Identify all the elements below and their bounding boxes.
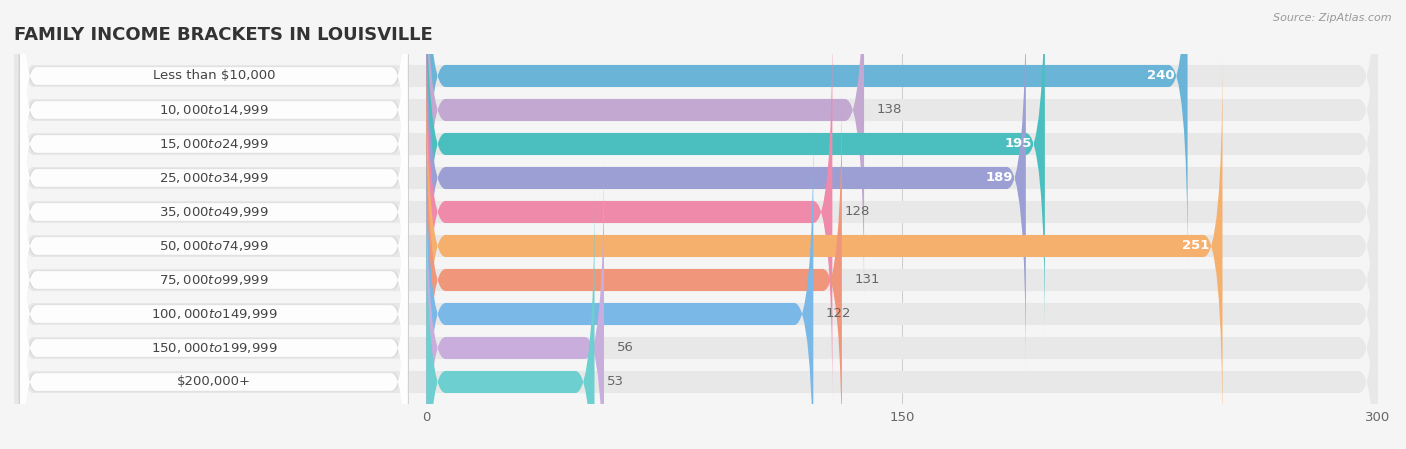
FancyBboxPatch shape (18, 119, 409, 440)
FancyBboxPatch shape (21, 0, 408, 305)
Text: 138: 138 (877, 103, 903, 116)
FancyBboxPatch shape (426, 87, 842, 449)
FancyBboxPatch shape (21, 221, 408, 449)
Text: 195: 195 (1005, 137, 1032, 150)
FancyBboxPatch shape (18, 154, 409, 449)
FancyBboxPatch shape (426, 0, 1026, 371)
FancyBboxPatch shape (426, 0, 1188, 269)
FancyBboxPatch shape (21, 0, 408, 237)
FancyBboxPatch shape (18, 85, 409, 406)
Text: FAMILY INCOME BRACKETS IN LOUISVILLE: FAMILY INCOME BRACKETS IN LOUISVILLE (14, 26, 433, 44)
FancyBboxPatch shape (426, 155, 605, 449)
FancyBboxPatch shape (426, 53, 1222, 439)
FancyBboxPatch shape (14, 87, 1378, 449)
Text: 128: 128 (845, 206, 870, 219)
FancyBboxPatch shape (14, 0, 1378, 303)
FancyBboxPatch shape (18, 221, 409, 449)
FancyBboxPatch shape (14, 0, 1378, 269)
FancyBboxPatch shape (426, 189, 595, 449)
FancyBboxPatch shape (14, 53, 1378, 439)
Text: $35,000 to $49,999: $35,000 to $49,999 (159, 205, 269, 219)
FancyBboxPatch shape (18, 188, 409, 449)
Text: Source: ZipAtlas.com: Source: ZipAtlas.com (1274, 13, 1392, 23)
FancyBboxPatch shape (18, 0, 409, 270)
Text: $50,000 to $74,999: $50,000 to $74,999 (159, 239, 269, 253)
FancyBboxPatch shape (426, 121, 813, 449)
FancyBboxPatch shape (18, 0, 409, 237)
Text: 131: 131 (855, 273, 880, 286)
FancyBboxPatch shape (14, 121, 1378, 449)
FancyBboxPatch shape (14, 0, 1378, 337)
FancyBboxPatch shape (18, 18, 409, 339)
FancyBboxPatch shape (426, 0, 865, 303)
FancyBboxPatch shape (14, 19, 1378, 405)
FancyBboxPatch shape (426, 19, 832, 405)
Text: 189: 189 (986, 172, 1014, 185)
FancyBboxPatch shape (14, 155, 1378, 449)
FancyBboxPatch shape (21, 51, 408, 373)
FancyBboxPatch shape (18, 52, 409, 373)
FancyBboxPatch shape (18, 0, 409, 304)
FancyBboxPatch shape (14, 189, 1378, 449)
Text: $200,000+: $200,000+ (177, 375, 250, 388)
Text: $25,000 to $34,999: $25,000 to $34,999 (159, 171, 269, 185)
Text: Less than $10,000: Less than $10,000 (153, 70, 276, 83)
Text: 56: 56 (617, 342, 634, 355)
FancyBboxPatch shape (14, 0, 1378, 371)
FancyBboxPatch shape (21, 17, 408, 339)
FancyBboxPatch shape (21, 0, 408, 271)
Text: $150,000 to $199,999: $150,000 to $199,999 (150, 341, 277, 355)
Text: 122: 122 (825, 308, 852, 321)
Text: $10,000 to $14,999: $10,000 to $14,999 (159, 103, 269, 117)
Text: 53: 53 (607, 375, 624, 388)
FancyBboxPatch shape (21, 85, 408, 407)
Text: $75,000 to $99,999: $75,000 to $99,999 (159, 273, 269, 287)
Text: 240: 240 (1147, 70, 1175, 83)
FancyBboxPatch shape (21, 153, 408, 449)
FancyBboxPatch shape (21, 119, 408, 441)
Text: $15,000 to $24,999: $15,000 to $24,999 (159, 137, 269, 151)
FancyBboxPatch shape (426, 0, 1045, 337)
FancyBboxPatch shape (21, 187, 408, 449)
Text: $100,000 to $149,999: $100,000 to $149,999 (150, 307, 277, 321)
Text: 251: 251 (1182, 239, 1209, 252)
